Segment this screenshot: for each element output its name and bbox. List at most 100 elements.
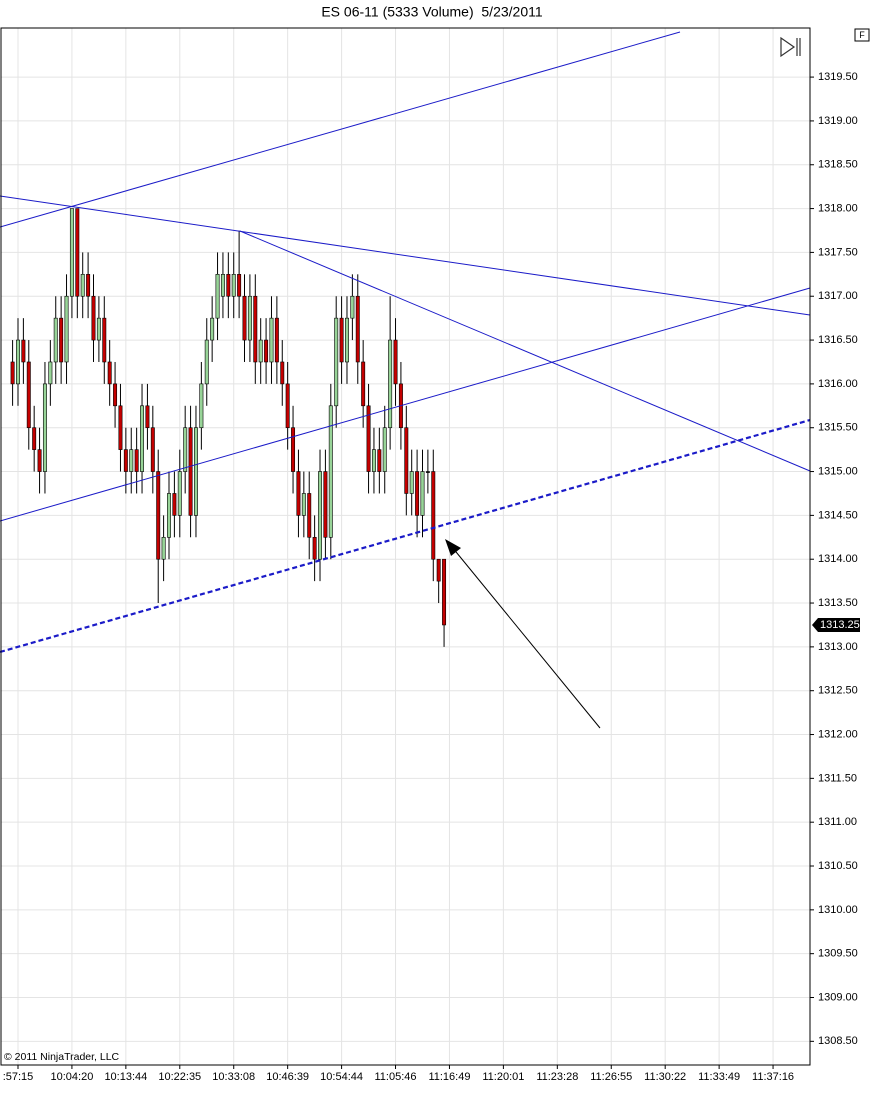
candle-body xyxy=(188,427,193,516)
candles xyxy=(10,208,447,647)
candle-body xyxy=(215,274,220,319)
y-tick-label: 1308.50 xyxy=(818,1035,858,1047)
x-tick-label: 11:37:16 xyxy=(752,1071,794,1083)
button-box[interactable] xyxy=(854,28,870,42)
last-price-marker xyxy=(812,617,860,632)
candle-body xyxy=(312,536,317,560)
trend-line xyxy=(0,31,681,228)
y-tick-label: 1309.50 xyxy=(818,948,858,960)
candle-body xyxy=(296,471,301,516)
y-tick-label: 1319.00 xyxy=(818,115,858,127)
candle-body xyxy=(129,449,134,472)
x-tick-label: 10:13:44 xyxy=(104,1071,147,1083)
candle-body xyxy=(242,295,247,341)
y-tick-label: 1310.50 xyxy=(818,860,858,872)
trend-line-dashed xyxy=(0,418,811,654)
candle-body xyxy=(10,361,15,385)
x-tick-label: 11:20:01 xyxy=(482,1071,524,1083)
y-tick-label: 1317.00 xyxy=(818,290,858,302)
axis-labels: 1308.50 1309.00 1309.50 1310.00 1310.50 1311.… xyxy=(3,71,860,1083)
candle-body xyxy=(436,558,441,582)
candle-body xyxy=(69,208,74,297)
candle-body xyxy=(415,471,420,516)
candle-body xyxy=(183,427,188,472)
candle-body xyxy=(291,427,296,472)
candle-body xyxy=(269,317,274,363)
candle-body xyxy=(156,471,161,560)
drawing-tools xyxy=(0,31,811,654)
y-tick-label: 1316.00 xyxy=(818,378,858,390)
candle-body xyxy=(366,405,371,472)
candle-body xyxy=(301,493,306,516)
candle-body xyxy=(307,493,312,538)
candle-body xyxy=(59,317,64,363)
candle-body xyxy=(220,274,225,297)
x-tick-label: 11:23:28 xyxy=(536,1071,578,1083)
candle-body xyxy=(237,274,242,297)
candle-body xyxy=(80,274,85,297)
y-tick-label: 1315.00 xyxy=(818,465,858,477)
candle-body xyxy=(193,427,198,516)
candle-body xyxy=(53,317,58,363)
trend-line xyxy=(0,195,811,316)
y-tick-label: 1314.50 xyxy=(818,509,858,521)
plot-border xyxy=(0,27,811,1066)
candle-body xyxy=(264,339,269,363)
y-tick-label: 1313.50 xyxy=(818,597,858,609)
candle-body xyxy=(285,383,290,429)
icon-shape[interactable] xyxy=(780,36,796,58)
candle-body xyxy=(425,471,430,473)
candle-body xyxy=(226,274,231,297)
y-tick-label: 1313.00 xyxy=(818,641,858,653)
candle-body xyxy=(231,274,236,297)
candle-body xyxy=(145,405,150,429)
chart-title: ES 06-11 (5333 Volume) 5/23/2011 xyxy=(321,4,543,20)
arrow-head xyxy=(445,539,461,556)
candle-body xyxy=(339,317,344,363)
candle-body xyxy=(210,317,215,341)
candle-body xyxy=(388,339,393,429)
scroll-end-icon[interactable] xyxy=(780,36,801,58)
candle-body xyxy=(42,383,47,472)
x-tick-label: :57:15 xyxy=(3,1071,34,1083)
candle-body xyxy=(161,536,166,560)
arrow-shaft xyxy=(451,546,601,729)
y-tick-label: 1311.50 xyxy=(818,772,857,784)
candle-body xyxy=(318,471,322,560)
x-tick-label: 10:04:20 xyxy=(51,1071,94,1083)
x-tick-label: 10:22:35 xyxy=(158,1071,201,1083)
candle-body xyxy=(172,493,177,516)
candle-body xyxy=(37,449,42,472)
candle-body xyxy=(177,471,182,516)
last-price-label: 1313.25 xyxy=(820,619,860,631)
arrow xyxy=(445,539,601,729)
candle-body xyxy=(26,361,31,429)
candle-body xyxy=(345,317,349,363)
candle-body xyxy=(377,449,382,472)
candle-body xyxy=(334,317,339,407)
x-tick-label: 11:33:49 xyxy=(698,1071,740,1083)
button-label[interactable]: F xyxy=(859,30,865,40)
candle-body xyxy=(16,339,20,385)
y-tick-label: 1310.00 xyxy=(818,904,858,916)
candle-body xyxy=(118,405,123,450)
candle-body xyxy=(96,317,101,341)
candle-body xyxy=(134,449,139,472)
trend-line xyxy=(0,287,811,522)
trend-line xyxy=(239,230,811,472)
y-tick-label: 1309.00 xyxy=(818,991,858,1003)
candle-body xyxy=(274,317,279,363)
candle-body xyxy=(431,471,436,560)
x-tick-label: 11:16:49 xyxy=(428,1071,470,1083)
candle-body xyxy=(123,449,128,472)
candle-body xyxy=(323,471,328,538)
y-tick-label: 1311.00 xyxy=(818,816,857,828)
candle-body xyxy=(328,405,333,538)
y-tick-label: 1317.50 xyxy=(818,246,858,258)
y-tick-label: 1315.50 xyxy=(818,422,858,434)
candle-body xyxy=(167,493,171,538)
x-tick-label: 11:30:22 xyxy=(644,1071,686,1083)
